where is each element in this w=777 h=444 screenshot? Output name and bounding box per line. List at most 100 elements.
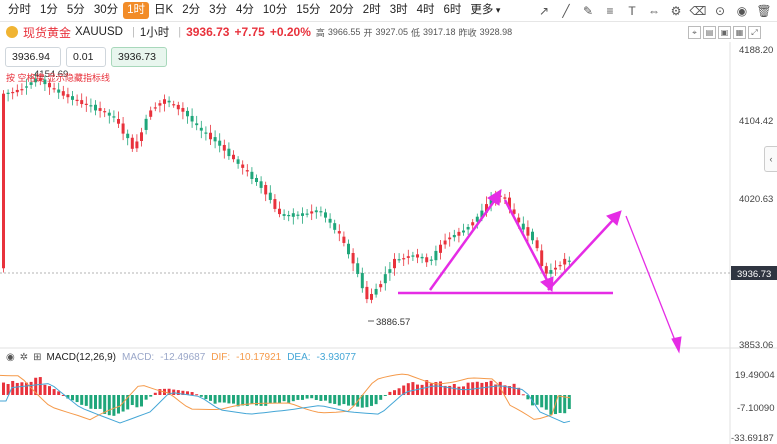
draw-hlines-icon[interactable]: ≡ xyxy=(606,4,614,18)
macd-bar xyxy=(379,395,383,400)
eye-icon[interactable]: ◉ xyxy=(6,352,15,363)
symbol-info-bar: 现货黄金 XAUUSD | 1小时 | 3936.73 +7.75 +0.20%… xyxy=(0,22,730,42)
macd-bar xyxy=(186,391,189,395)
candle-body xyxy=(521,223,525,230)
candle-body xyxy=(29,82,33,85)
candle-body xyxy=(425,257,429,263)
candle-body xyxy=(222,144,226,151)
draw-arrow-icon[interactable]: ↗ xyxy=(538,4,550,18)
timeframe-4[interactable]: 1时 xyxy=(123,2,150,19)
arrow-head-down-right xyxy=(671,336,682,354)
macd-bar xyxy=(328,395,332,404)
macd-bar xyxy=(227,395,231,404)
arrow-up-left[interactable] xyxy=(428,199,497,291)
camera-icon[interactable]: ⊙ xyxy=(714,4,726,18)
macd-bar xyxy=(351,395,355,406)
timeframe-15[interactable]: 6时 xyxy=(443,4,462,16)
quantity-input[interactable]: 0.01 xyxy=(66,47,106,67)
macd-bar xyxy=(80,395,84,405)
timeframe-8[interactable]: 4分 xyxy=(236,4,254,16)
prev-close-label: 昨收 xyxy=(458,27,477,38)
macd-bar xyxy=(153,392,157,395)
timeframe-13[interactable]: 3时 xyxy=(389,4,408,16)
macd-bar xyxy=(319,395,323,401)
candle-body xyxy=(305,213,309,215)
settings-icon[interactable]: ⚙ xyxy=(670,4,682,18)
macd-bar xyxy=(397,388,401,395)
eraser-icon[interactable]: ⌫ xyxy=(689,4,707,18)
candle-body xyxy=(250,171,254,179)
candle-body xyxy=(402,258,406,260)
trend-annotations[interactable] xyxy=(398,189,682,354)
draw-pen-icon[interactable]: ✎ xyxy=(582,4,594,18)
sell-price-box[interactable]: 3936.94 xyxy=(5,47,61,67)
macd-bar xyxy=(314,395,318,400)
candle-body xyxy=(199,127,203,131)
timeframe-3[interactable]: 30分 xyxy=(93,4,119,16)
candle-body xyxy=(324,212,327,218)
current-price-label: 3936.73 xyxy=(737,269,771,280)
expand-icon[interactable]: ⊞ xyxy=(33,352,42,363)
lock-icon[interactable]: ▣ xyxy=(718,26,731,39)
candle-body xyxy=(218,140,222,146)
trash-icon[interactable]: 🗑 xyxy=(756,4,772,18)
timeframe-2[interactable]: 5分 xyxy=(66,4,85,16)
more-timeframes-dropdown[interactable]: 更多 xyxy=(466,2,504,19)
candle-body xyxy=(66,94,70,98)
layout-icon[interactable]: ▤ xyxy=(703,26,716,39)
arrow-down-mid[interactable] xyxy=(503,199,550,283)
candle-body xyxy=(232,154,235,160)
symbol-code[interactable]: XAUUSD xyxy=(75,26,123,38)
macd-bar xyxy=(112,395,116,416)
candle-body xyxy=(333,223,337,230)
macd-bar xyxy=(245,395,249,406)
grid-icon[interactable]: ▦ xyxy=(733,26,746,39)
price-tick: 4020.63 xyxy=(739,194,773,205)
candle-body xyxy=(466,226,470,230)
candle-body xyxy=(163,99,166,104)
buy-price-box[interactable]: 3936.73 xyxy=(111,47,167,67)
symbol-name[interactable]: 现货黄金 xyxy=(23,25,72,40)
macd-bar xyxy=(411,382,415,395)
timeframe-9[interactable]: 10分 xyxy=(262,4,288,16)
settings-icon[interactable]: ✲ xyxy=(19,352,29,363)
timeframe-12[interactable]: 2时 xyxy=(362,4,381,16)
timeframe-5[interactable]: 日K xyxy=(154,4,174,16)
timeframe-11[interactable]: 20分 xyxy=(329,4,354,16)
candle-body xyxy=(512,209,516,214)
arrow-down-right[interactable] xyxy=(625,215,677,344)
macd-title[interactable]: MACD(12,26,9) xyxy=(46,352,116,363)
candle-body xyxy=(370,293,373,300)
timeframe-14[interactable]: 4时 xyxy=(416,4,435,16)
candle-body xyxy=(531,231,534,241)
timeframe-10[interactable]: 15分 xyxy=(296,4,321,16)
measure-icon[interactable]: ⇔ xyxy=(648,4,660,18)
candle-body xyxy=(319,211,323,213)
expand-panel-button[interactable]: ‹ xyxy=(764,146,777,172)
interval-selector[interactable]: 1小时 xyxy=(139,27,170,39)
draw-line-icon[interactable]: ╱ xyxy=(562,4,570,18)
timeframe-7[interactable]: 3分 xyxy=(209,4,227,16)
macd-bar xyxy=(544,395,548,410)
timeframe-6[interactable]: 2分 xyxy=(182,4,201,16)
macd-bar xyxy=(333,395,337,404)
fullscreen-icon[interactable]: ⤢ xyxy=(748,26,761,39)
dif-value: -10.17921 xyxy=(236,352,282,363)
macd-bar xyxy=(48,386,51,395)
low-label: 低 xyxy=(411,27,421,38)
candle-body xyxy=(52,88,56,90)
macd-bar xyxy=(406,383,410,395)
macd-bar xyxy=(103,395,107,414)
candle-body xyxy=(439,244,442,253)
macd-bar xyxy=(466,382,470,395)
draw-text-icon[interactable]: T xyxy=(628,4,636,18)
arrow-up-right[interactable] xyxy=(547,219,614,291)
candle-body xyxy=(328,218,332,223)
timeframe-0[interactable]: 分时 xyxy=(8,4,31,16)
macd-bar xyxy=(429,383,433,395)
candle-body xyxy=(57,89,61,93)
magnet-icon[interactable]: ⌖ xyxy=(688,26,701,39)
timeframe-1[interactable]: 1分 xyxy=(40,4,58,16)
eye-icon[interactable]: ◉ xyxy=(736,4,748,18)
